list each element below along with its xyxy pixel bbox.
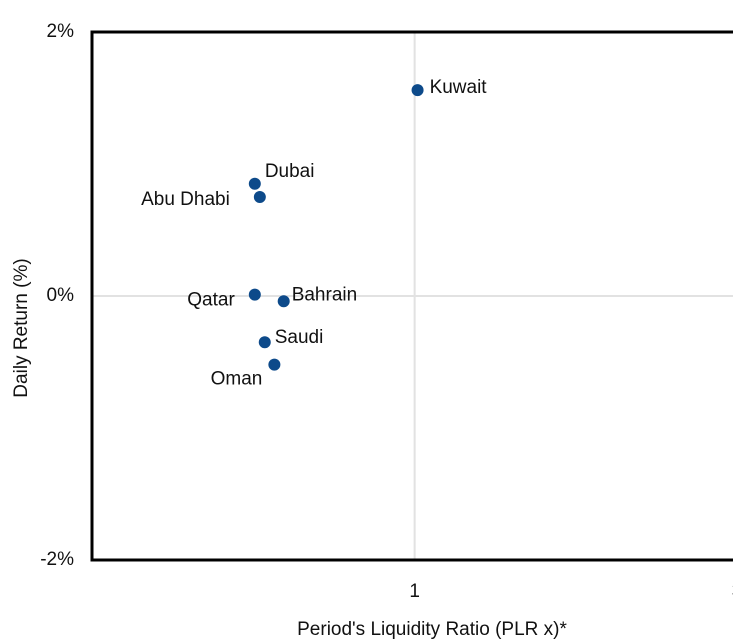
x-tick-label: 1	[409, 581, 420, 602]
point	[268, 358, 281, 371]
point	[248, 288, 261, 301]
y-tick-label: 0%	[47, 285, 75, 306]
x-axis-label: Period's Liquidity Ratio (PLR x)*	[297, 619, 567, 640]
plot-frame	[90, 30, 733, 562]
point-label: Bahrain	[292, 284, 358, 305]
point	[253, 191, 266, 203]
x-tick-label: 3	[732, 581, 733, 602]
y-tick-label: 2%	[47, 21, 75, 42]
point-label: Qatar	[187, 290, 235, 311]
y-axis-label: Daily Return (%)	[11, 258, 32, 397]
point-label: Abu Dhabi	[141, 189, 230, 210]
point-label: Kuwait	[430, 77, 488, 98]
point-label: Dubai	[265, 161, 315, 182]
point-label: Saudi	[275, 327, 324, 348]
point	[277, 295, 290, 308]
point	[411, 84, 424, 97]
y-tick-label: -2%	[40, 549, 74, 570]
point-label: Oman	[211, 369, 263, 390]
point	[258, 336, 271, 349]
point	[248, 177, 261, 190]
